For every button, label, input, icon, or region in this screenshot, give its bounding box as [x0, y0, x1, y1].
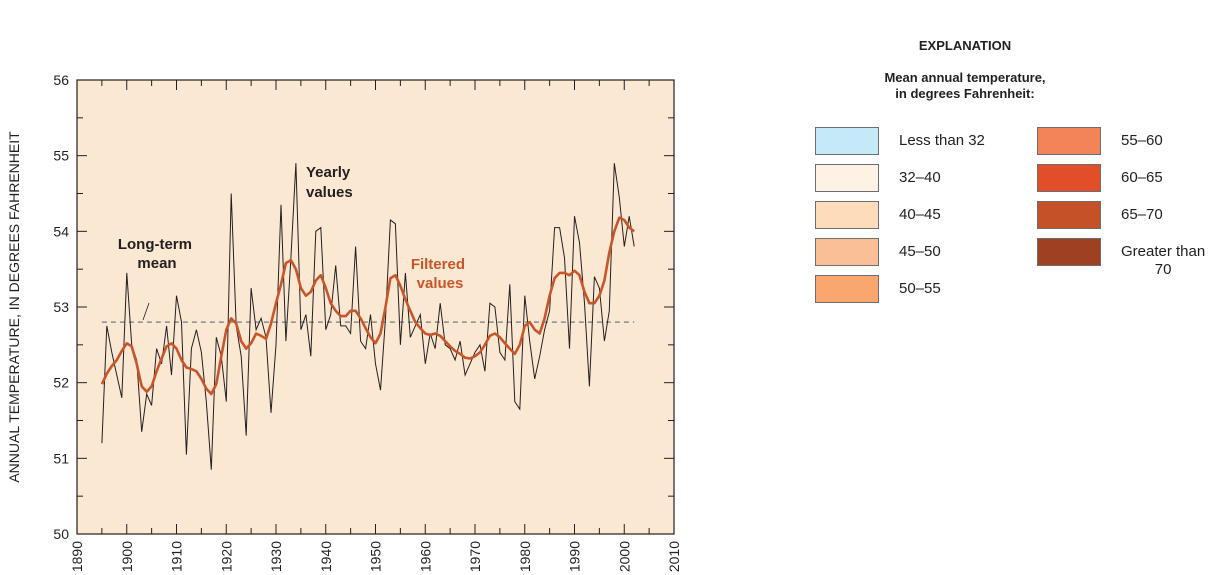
- legend-label: 40–45: [899, 206, 941, 223]
- legend-label: Less than 32: [899, 132, 985, 149]
- legend-subtitle-line2: in degrees Fahrenheit:: [895, 86, 1035, 101]
- annotation-filtered: Filtered values: [411, 256, 469, 292]
- y-tick-label: 56: [53, 72, 69, 88]
- annotation-yearly-line1: Yearly: [306, 164, 351, 181]
- x-tick-label: 1940: [318, 541, 334, 572]
- x-tick-label: 1970: [467, 541, 483, 572]
- legend-item-greater-than-70: Greater than 70: [1037, 238, 1205, 279]
- annotation-mean-line1: Long-term: [118, 236, 192, 253]
- mean-leader-line: [142, 302, 150, 321]
- x-tick-label: 2010: [666, 541, 682, 572]
- legend-label: 60–65: [1121, 169, 1163, 186]
- legend-swatch: [815, 127, 879, 155]
- x-tick-label: 1930: [268, 541, 284, 572]
- legend-label: 32–40: [899, 169, 941, 186]
- legend-item-50-55: 50–55: [815, 275, 941, 303]
- annotation-yearly-line2: values: [306, 184, 353, 201]
- annotation-filtered-line2: values: [417, 275, 464, 292]
- y-tick-label: 54: [53, 223, 69, 239]
- legend-label: Greater than 70: [1121, 238, 1205, 279]
- filtered-values-line: [100, 216, 635, 396]
- legend-label: 45–50: [899, 243, 941, 260]
- legend-swatch: [1037, 164, 1101, 192]
- x-tick-label: 1980: [517, 541, 533, 572]
- legend-swatch: [1037, 201, 1101, 229]
- legend-swatch: [815, 164, 879, 192]
- legend-item-45-50: 45–50: [815, 238, 941, 266]
- legend-item-65-70: 65–70: [1037, 201, 1163, 229]
- annotation-mean-line2: mean: [137, 255, 176, 272]
- y-tick-label: 52: [53, 375, 69, 391]
- x-tick-label: 2000: [616, 541, 632, 572]
- legend-swatch: [815, 238, 879, 266]
- x-tick-label: 1890: [69, 541, 85, 572]
- legend-swatch: [1037, 238, 1101, 266]
- x-tick-label: 1910: [169, 541, 185, 572]
- annotation-mean: Long-term mean: [118, 236, 196, 272]
- legend-label: 55–60: [1121, 132, 1163, 149]
- legend-label-line1: Greater than: [1121, 243, 1206, 260]
- x-tick-label: 1960: [417, 541, 433, 572]
- legend-item-40-45: 40–45: [815, 201, 941, 229]
- legend-item-less-than-32: Less than 32: [815, 127, 985, 155]
- legend-item-55-60: 55–60: [1037, 127, 1163, 155]
- legend-title: EXPLANATION: [918, 38, 1012, 53]
- y-tick-labels: 50 51 52 53 54 55 56: [53, 72, 69, 542]
- legend-item-60-65: 60–65: [1037, 164, 1163, 192]
- legend-swatch: [815, 201, 879, 229]
- legend-item-32-40: 32–40: [815, 164, 941, 192]
- x-tick-label: 1950: [368, 541, 384, 572]
- y-tick-label: 53: [53, 299, 69, 315]
- plot-area: [76, 79, 675, 535]
- legend-label-line2: 70: [1154, 261, 1172, 278]
- x-tick-label: 1900: [119, 541, 135, 572]
- legend-label: 50–55: [899, 280, 941, 297]
- y-tick-label: 51: [53, 450, 69, 466]
- y-axis-label: ANNUAL TEMPERATURE, IN DEGREES FAHRENHEI…: [6, 131, 22, 483]
- legend-swatch: [815, 275, 879, 303]
- legend-swatch: [1037, 127, 1101, 155]
- axis-ticks: [76, 79, 675, 535]
- x-tick-label: 1920: [218, 541, 234, 572]
- legend-subtitle-line1: Mean annual temperature,: [884, 70, 1046, 85]
- x-tick-labels: 1890 1900 1910 1920 1930 1940 1950 1960 1970 1980…: [69, 541, 682, 572]
- y-tick-label: 50: [53, 526, 69, 542]
- legend-label: 65–70: [1121, 206, 1163, 223]
- annotation-yearly: Yearly values: [306, 164, 354, 201]
- legend: EXPLANATION Mean annual temperature, in …: [795, 0, 1223, 575]
- y-tick-label: 55: [53, 148, 69, 164]
- annotation-filtered-line1: Filtered: [411, 256, 465, 273]
- x-tick-label: 1990: [567, 541, 583, 572]
